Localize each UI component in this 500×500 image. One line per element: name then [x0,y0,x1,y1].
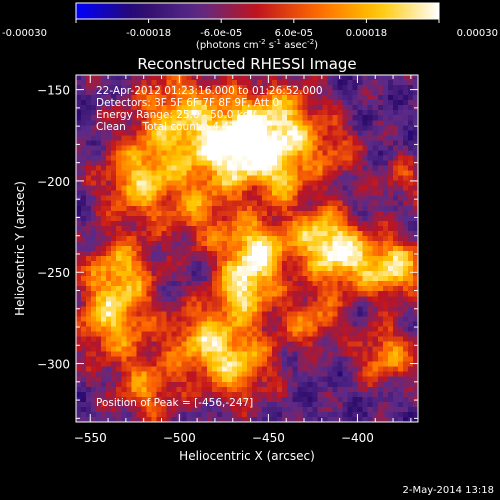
colorbar-tick-label: -0.00018 [126,28,171,39]
annotation-peak-position: Position of Peak = [-456,-247] [96,397,254,409]
date-stamp: 2-May-2014 13:18 [402,485,494,496]
x-axis-label: Heliocentric X (arcsec) [179,449,315,463]
y-axis-label: Heliocentric Y (arcsec) [13,181,27,316]
annotation-time-range: 22-Apr-2012 01:23:16.000 to 01:26:52.000 [96,85,323,97]
annotation-clean: Clean Total counts: 4.42E+03 [96,121,265,133]
annotation-detectors: Detectors: 3F 5F 6F 7F 8F 9F, Att 0 [96,97,280,109]
colorbar-tick-label: 0.00018 [346,28,387,39]
colorbar-unit-label: (photons cm-2 s-1 asec-2) [196,38,318,51]
x-tick-label: −550 [74,431,107,445]
x-tick-label: −450 [252,431,285,445]
colorbar-tick-label: 0.00030 [457,28,498,39]
heatmap-image [76,75,418,422]
colorbar-tick-label: -0.00030 [2,28,47,39]
x-tick-label: −500 [163,431,196,445]
y-tick-label: −150 [37,84,70,98]
plot-frame [75,74,419,423]
y-tick-label: −300 [37,358,70,372]
colorbar-tick-label: -6.0e-05 [200,28,242,39]
colorbar [75,2,440,20]
x-tick-label: −400 [341,431,374,445]
y-tick-label: −250 [37,266,70,280]
annotation-energy: Energy Range: 25.0 - 50.0 keV [96,109,257,121]
colorbar-tick-label: 6.0e-05 [275,28,313,39]
y-tick-label: −200 [37,175,70,189]
chart-title: Reconstructed RHESSI Image [137,55,356,73]
